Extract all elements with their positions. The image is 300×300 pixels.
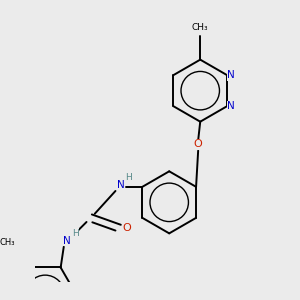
Text: H: H	[125, 173, 132, 182]
Text: N: N	[227, 70, 235, 80]
Text: N: N	[117, 180, 124, 190]
Text: CH₃: CH₃	[192, 23, 208, 32]
Text: N: N	[63, 236, 71, 246]
Text: CH₃: CH₃	[0, 238, 15, 247]
Text: O: O	[194, 140, 203, 149]
Text: O: O	[122, 223, 131, 233]
Text: N: N	[227, 101, 235, 111]
Text: H: H	[72, 229, 79, 238]
